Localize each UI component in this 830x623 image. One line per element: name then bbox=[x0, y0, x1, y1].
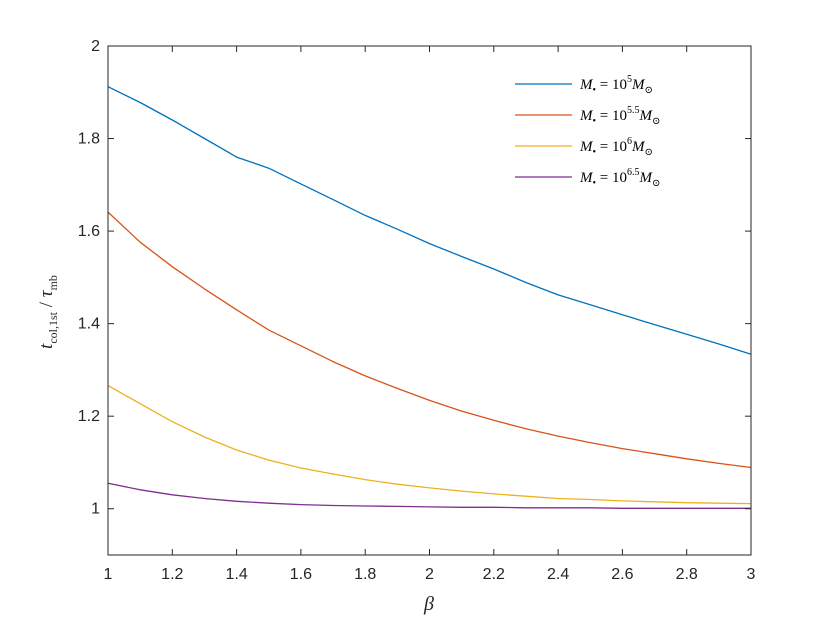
x-tick-label: 1.8 bbox=[354, 566, 376, 583]
legend-label: M• = 105.5M⊙ bbox=[579, 105, 660, 127]
x-axis-label: β bbox=[423, 593, 434, 615]
plot-area bbox=[107, 86, 752, 509]
legend-item-4: M• = 106.5M⊙ bbox=[515, 167, 660, 189]
x-tick-label: 2.4 bbox=[547, 566, 569, 583]
y-tick-label: 1.4 bbox=[78, 316, 100, 333]
tick-labels: 1 1.2 1.4 1.6 1.8 2 2.2 2.4 2.6 2.8 3 1 1.2 1.4 1.6 1.8… bbox=[78, 38, 756, 583]
legend-item-2: M• = 105.5M⊙ bbox=[515, 105, 660, 127]
series-line-2 bbox=[107, 211, 752, 469]
x-tick-label: 2.8 bbox=[676, 566, 698, 583]
y-tick-label: 1.2 bbox=[78, 408, 100, 425]
series-line-4 bbox=[107, 482, 751, 509]
series-line-1 bbox=[107, 86, 752, 355]
y-tick-label: 1.6 bbox=[78, 223, 100, 240]
y-tick-label: 1.8 bbox=[78, 131, 100, 148]
legend-item-1: M• = 105M⊙ bbox=[515, 74, 653, 96]
svg-text:tcol,1st / τmb: tcol,1st / τmb bbox=[36, 275, 60, 349]
axes bbox=[107, 45, 752, 556]
x-tick-label: 1.4 bbox=[225, 566, 247, 583]
x-tick-label: 1 bbox=[104, 566, 113, 583]
legend-label: M• = 105M⊙ bbox=[579, 74, 653, 96]
y-tick-label: 1 bbox=[91, 501, 100, 518]
legend-item-3: M• = 106M⊙ bbox=[515, 136, 653, 158]
y-tick-label: 2 bbox=[91, 38, 100, 55]
x-tick-label: 2.2 bbox=[483, 566, 505, 583]
x-tick-label: 2 bbox=[425, 566, 434, 583]
x-tick-label: 1.2 bbox=[161, 566, 183, 583]
x-tick-label: 1.6 bbox=[290, 566, 312, 583]
legend: M• = 105M⊙ M• = 105.5M⊙ M• = 106M⊙ M• = 106… bbox=[515, 74, 660, 189]
x-tick-label: 3 bbox=[747, 566, 756, 583]
x-tick-label: 2.6 bbox=[611, 566, 633, 583]
series-line-3 bbox=[107, 385, 752, 505]
y-axis-label: tcol,1st / τmb bbox=[36, 275, 60, 349]
legend-label: M• = 106M⊙ bbox=[579, 136, 653, 158]
legend-label: M• = 106.5M⊙ bbox=[579, 167, 660, 189]
